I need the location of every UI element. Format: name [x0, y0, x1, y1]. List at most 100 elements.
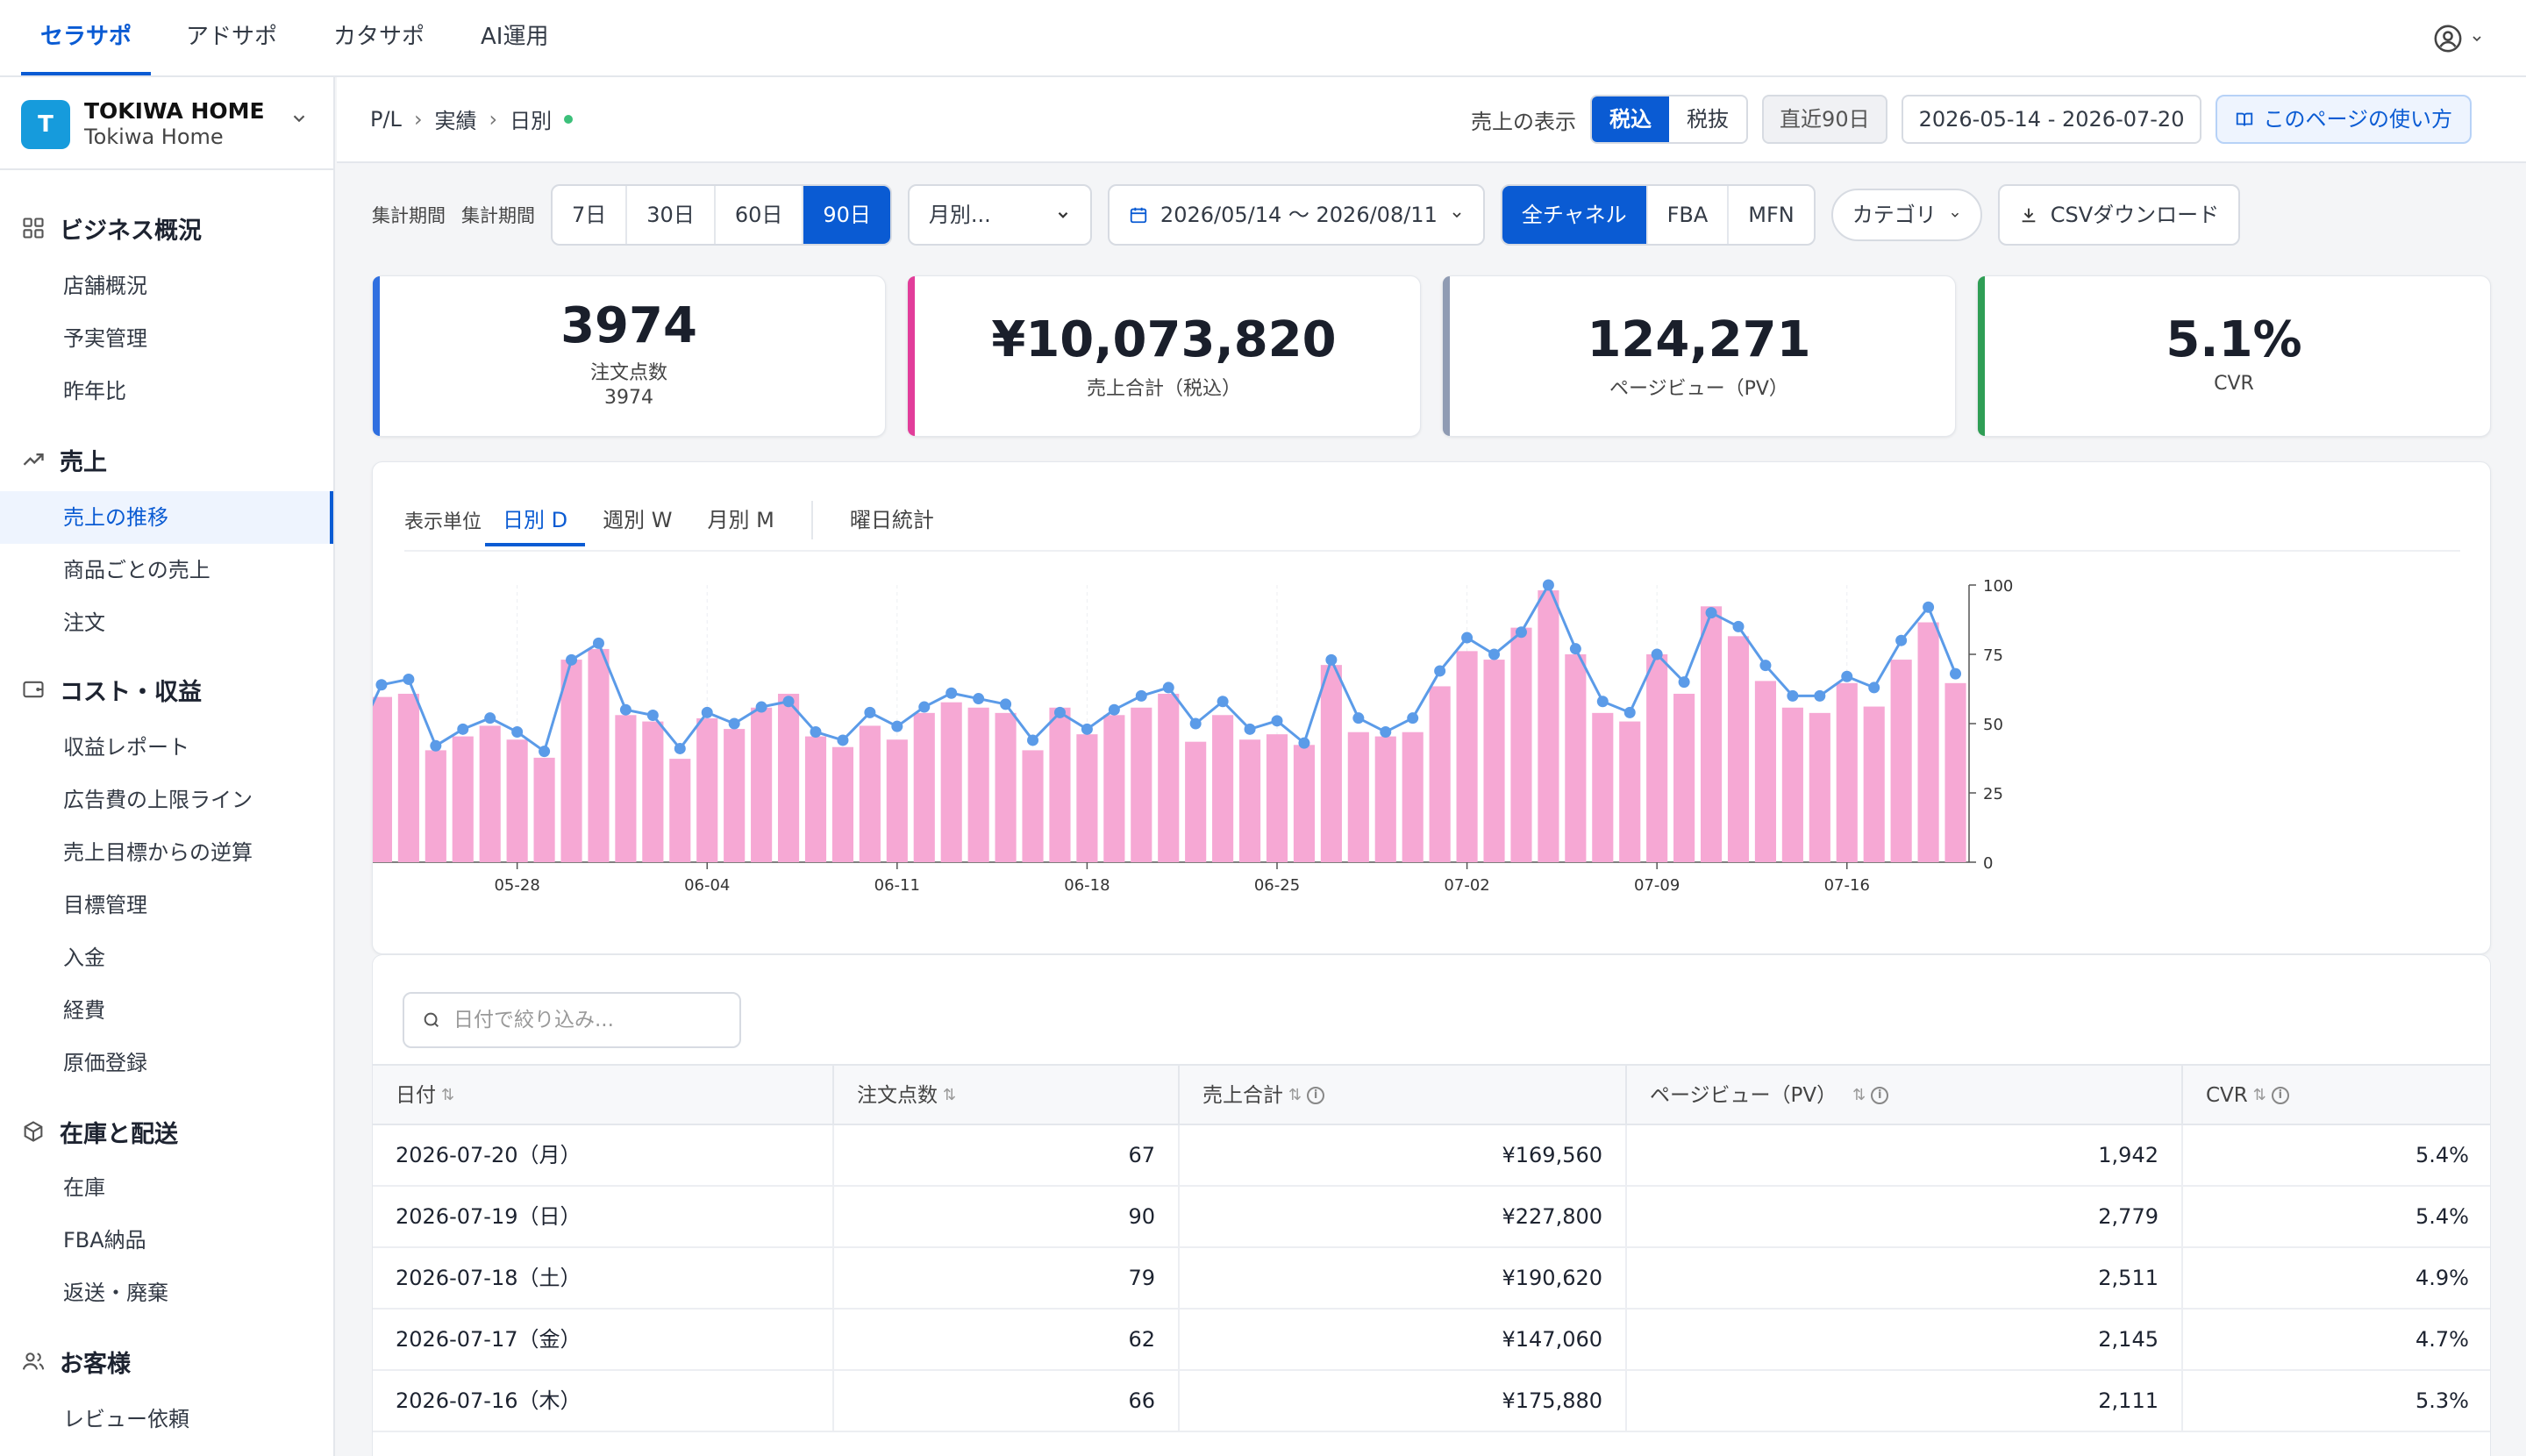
chart-bar[interactable]	[373, 696, 393, 862]
chart-bar[interactable]	[1781, 707, 1803, 862]
tab-katasapo[interactable]: カタサポ	[333, 24, 425, 50]
chart-bar[interactable]	[696, 717, 718, 862]
chart-point[interactable]	[945, 687, 958, 699]
chart-bar[interactable]	[995, 712, 1017, 862]
date-filter-search[interactable]	[403, 992, 741, 1048]
chart-point[interactable]	[973, 693, 985, 705]
chart-bar[interactable]	[1266, 734, 1288, 862]
chart-bar[interactable]	[1646, 654, 1668, 862]
chart-point[interactable]	[1053, 706, 1066, 718]
chart-point[interactable]	[1135, 689, 1147, 702]
table-row[interactable]: 2026-07-19（日） 90 ¥227,800 2,779 5.4%	[373, 1187, 2490, 1248]
chart-bar[interactable]	[1347, 732, 1369, 862]
sidebar-item-ad-limit[interactable]: 広告費の上限ライン	[63, 788, 253, 812]
chart-bar[interactable]	[1673, 693, 1695, 862]
chart-point[interactable]	[1189, 717, 1202, 730]
period-7d-button[interactable]: 7日	[553, 186, 628, 244]
chart-bar[interactable]	[452, 736, 474, 862]
chart-point[interactable]	[1298, 737, 1310, 749]
table-row[interactable]: 2026-07-17（金） 62 ¥147,060 2,145 4.7%	[373, 1310, 2490, 1371]
chart-bar[interactable]	[560, 660, 582, 862]
chart-bar[interactable]	[804, 736, 827, 862]
channel-all-button[interactable]: 全チャネル	[1502, 186, 1648, 244]
sidebar-item-yoy[interactable]: 昨年比	[63, 379, 126, 403]
chart-bar[interactable]	[1890, 660, 1912, 862]
chart-point[interactable]	[1488, 648, 1501, 660]
chart-bar[interactable]	[1565, 654, 1587, 862]
chart-bar[interactable]	[615, 715, 637, 862]
breadcrumb-actual[interactable]: 実績	[434, 109, 477, 133]
column-header-orders[interactable]: 注文点数 ⇅	[834, 1066, 1180, 1125]
chart-point[interactable]	[1950, 667, 1962, 680]
chart-point[interactable]	[1271, 715, 1283, 727]
chart-bar[interactable]	[1456, 651, 1478, 862]
channel-fba-button[interactable]: FBA	[1648, 186, 1730, 244]
chart-bar[interactable]	[1374, 736, 1396, 862]
chart-point[interactable]	[375, 679, 388, 691]
chart-point[interactable]	[674, 742, 686, 754]
chart-bar[interactable]	[777, 693, 800, 862]
info-icon[interactable]: i	[1871, 1087, 1889, 1104]
category-filter[interactable]: カテゴリ	[1830, 189, 1982, 241]
sidebar-item-expenses[interactable]: 経費	[63, 998, 105, 1023]
chart-bar[interactable]	[479, 725, 501, 862]
chart-bar[interactable]	[506, 739, 528, 862]
shop-switcher[interactable]: T TOKIWA HOME Tokiwa Home	[0, 77, 333, 170]
chart-bar[interactable]	[397, 693, 419, 862]
sidebar-item-deposits[interactable]: 入金	[63, 946, 105, 970]
sidebar-item-budget[interactable]: 予実管理	[63, 326, 147, 351]
monthly-select[interactable]: 月別...	[907, 184, 1092, 246]
sidebar-item-orders[interactable]: 注文	[63, 610, 105, 635]
chart-bar[interactable]	[669, 759, 691, 862]
chart-point[interactable]	[1081, 723, 1093, 735]
chart-bar[interactable]	[1917, 622, 1939, 862]
chart-point[interactable]	[1678, 676, 1690, 689]
column-header-cvr[interactable]: CVR ⇅ i	[2183, 1066, 2490, 1125]
chart-point[interactable]	[1841, 670, 1853, 682]
chart-point[interactable]	[1814, 689, 1826, 702]
tab-serasapo[interactable]: セラサポ	[21, 0, 152, 75]
chart-point[interactable]	[810, 725, 822, 738]
date-range-display[interactable]: 2026-05-14 - 2026-07-20	[1901, 95, 2202, 144]
chart-bar[interactable]	[425, 750, 446, 862]
chart-bar[interactable]	[1022, 750, 1044, 862]
date-picker[interactable]: 2026/05/14 〜 2026/08/11	[1107, 184, 1485, 246]
tab-monthly[interactable]: 月別 M	[707, 508, 774, 532]
chart-point[interactable]	[864, 706, 876, 718]
chart-point[interactable]	[1787, 689, 1799, 702]
csv-download-button[interactable]: CSVダウンロード	[1997, 184, 2241, 246]
chart-bar[interactable]	[533, 757, 555, 862]
period-90d-button[interactable]: 90日	[803, 186, 890, 244]
chart-bar[interactable]	[1483, 660, 1505, 862]
chart-point[interactable]	[1217, 696, 1229, 708]
column-header-pageviews[interactable]: ページビュー（PV） ⇅ i	[1627, 1066, 2183, 1125]
chart-point[interactable]	[1895, 634, 1908, 646]
chart-point[interactable]	[403, 673, 415, 685]
chart-bar[interactable]	[1754, 681, 1777, 862]
chart-point[interactable]	[1108, 703, 1120, 716]
sidebar-item-inventory[interactable]: 在庫	[63, 1175, 105, 1200]
chart-bar[interactable]	[967, 707, 989, 862]
period-60d-button[interactable]: 60日	[716, 186, 804, 244]
period-30d-button[interactable]: 30日	[627, 186, 716, 244]
chart-bar[interactable]	[1727, 636, 1750, 862]
chart-bar[interactable]	[1429, 686, 1451, 862]
tab-adsapo[interactable]: アドサポ	[186, 24, 278, 50]
page-help-button[interactable]: このページの使い方	[2216, 95, 2472, 144]
chart-bar[interactable]	[642, 721, 664, 862]
chart-point[interactable]	[646, 710, 659, 722]
chart-point[interactable]	[782, 696, 795, 708]
sidebar-item-returns[interactable]: 返送・廃棄	[63, 1281, 168, 1305]
chart-point[interactable]	[1244, 723, 1256, 735]
chart-bar[interactable]	[940, 702, 962, 862]
chart-point[interactable]	[701, 706, 713, 718]
chart-point[interactable]	[592, 637, 604, 649]
chart-point[interactable]	[1732, 620, 1745, 632]
chart-bar[interactable]	[1402, 732, 1424, 862]
chart-bar[interactable]	[913, 712, 935, 862]
chart-point[interactable]	[1542, 579, 1554, 591]
chart-point[interactable]	[1352, 712, 1365, 724]
table-row[interactable]: 2026-07-18（土） 79 ¥190,620 2,511 4.9%	[373, 1248, 2490, 1310]
sidebar-item-sales-trend[interactable]: 売上の推移	[0, 491, 333, 544]
chart-point[interactable]	[457, 723, 469, 735]
